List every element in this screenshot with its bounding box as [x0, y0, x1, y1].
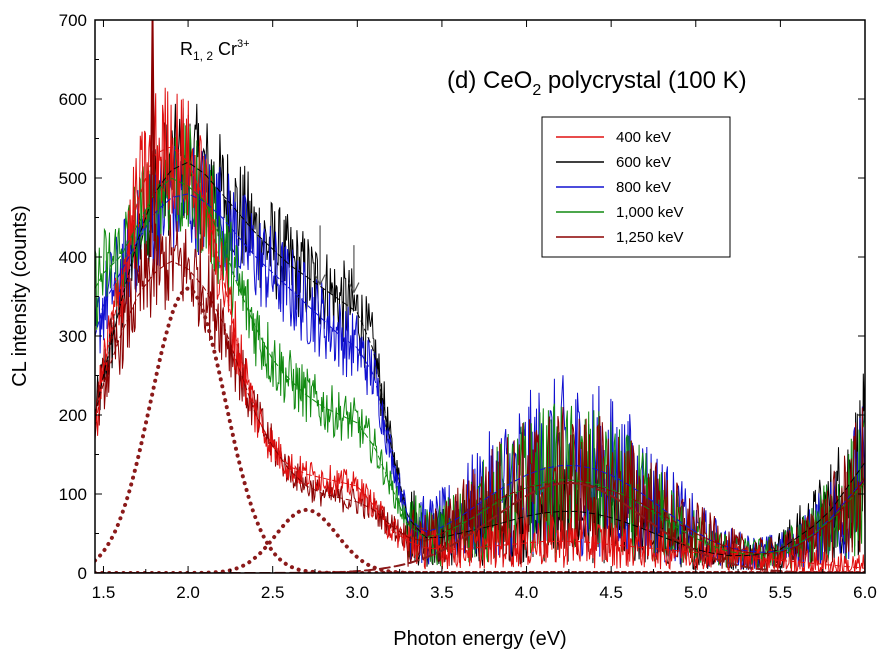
- fit-curve-2: [95, 193, 865, 553]
- x-tick-label: 4.0: [515, 583, 539, 602]
- x-tick-label: 3.5: [430, 583, 454, 602]
- series-line-2: [95, 142, 865, 570]
- y-tick-label: 600: [59, 90, 87, 109]
- fit-component-2: [95, 481, 865, 573]
- y-tick-label: 0: [78, 564, 87, 583]
- x-tick-label: 5.0: [684, 583, 708, 602]
- legend-label: 800 keV: [616, 179, 671, 196]
- fit-component-0: [95, 286, 865, 573]
- annotation-arrows: [314, 225, 360, 294]
- x-tick-label: 1.5: [92, 583, 116, 602]
- x-axis-ticks: 1.5 2.0 2.5 3.0 3.5 4.0 4.5 5.0 5.5 6.0: [92, 20, 877, 602]
- plot-area: [95, 20, 865, 573]
- legend-label: 600 keV: [616, 154, 671, 171]
- sharp-peak-line: [149, 20, 156, 258]
- series-line-0: [95, 87, 865, 573]
- legend-label: 1,250 keV: [616, 229, 684, 246]
- y-tick-label: 200: [59, 406, 87, 425]
- y-tick-label: 100: [59, 485, 87, 504]
- x-tick-label: 2.5: [261, 583, 285, 602]
- sample-annotation: (d) CeO2 polycrystal (100 K): [447, 67, 747, 99]
- series-line-4: [95, 214, 865, 570]
- fit-curve-4: [95, 260, 865, 555]
- legend-label: 400 keV: [616, 129, 671, 146]
- y-tick-label: 300: [59, 327, 87, 346]
- x-axis-title: Photon energy (eV): [393, 628, 566, 650]
- x-tick-label: 2.0: [176, 583, 200, 602]
- arrow-head: [348, 282, 360, 294]
- y-tick-label: 400: [59, 248, 87, 267]
- x-tick-label: 3.0: [345, 583, 369, 602]
- y-axis-title: CL intensity (counts): [9, 205, 31, 387]
- legend-label: 1,000 keV: [616, 204, 684, 221]
- fit-curve-3: [95, 177, 865, 555]
- arrow-head: [314, 274, 326, 286]
- series-line-3: [95, 123, 865, 569]
- y-tick-label: 700: [59, 11, 87, 30]
- fit-component-1: [95, 507, 865, 573]
- legend: 400 keV 600 keV 800 keV 1,000 keV 1,250 keV: [541, 116, 731, 258]
- peak-annotation: R1, 2 Cr3+: [180, 38, 250, 63]
- fit-curve-0: [95, 146, 865, 569]
- x-tick-label: 5.5: [769, 583, 793, 602]
- x-tick-label: 4.5: [599, 583, 623, 602]
- y-axis-ticks: 0 100 200 300 400 500 600 700: [59, 11, 865, 583]
- y-tick-label: 500: [59, 169, 87, 188]
- x-tick-label: 6.0: [853, 583, 877, 602]
